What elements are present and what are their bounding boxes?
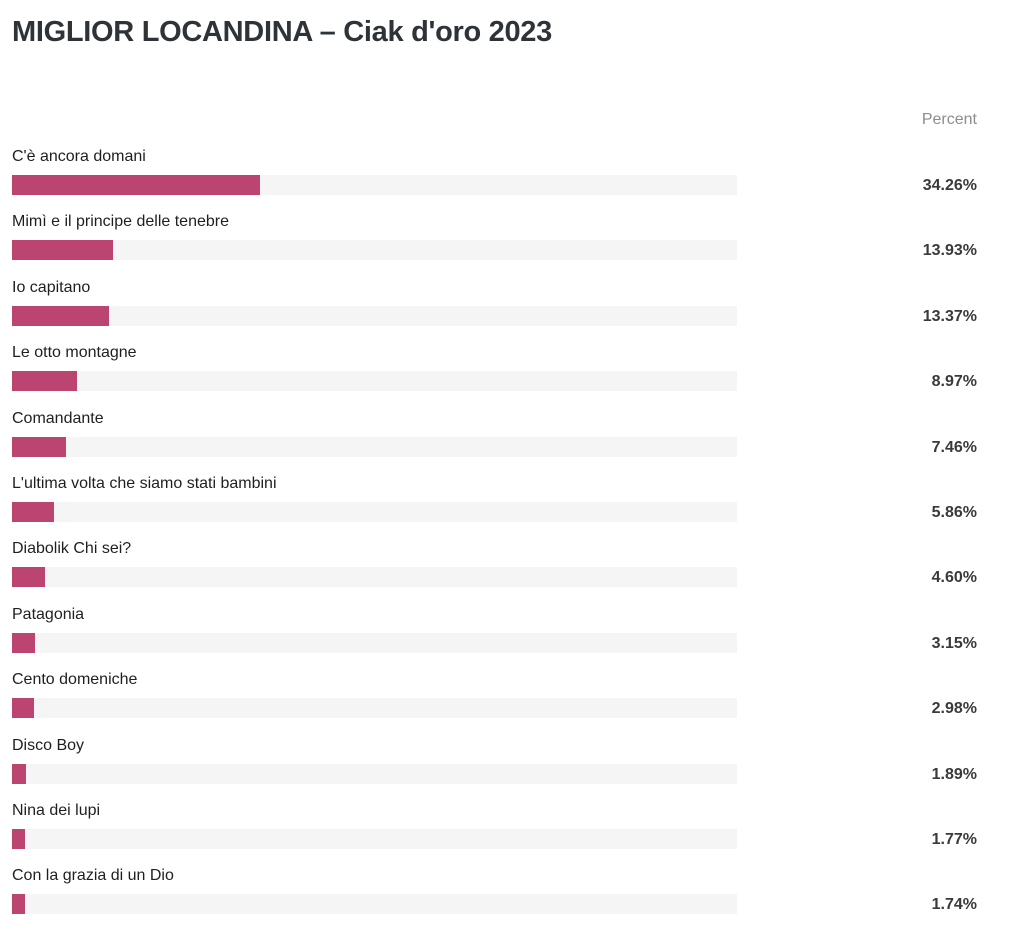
bar-row: Patagonia 3.15% (0, 606, 1024, 666)
bar-label: Con la grazia di un Dio (12, 867, 174, 885)
bar (12, 829, 25, 849)
bar (12, 371, 78, 392)
bar-row: Le otto montagne 8.97% (0, 344, 1024, 404)
bar-value-label: 4.60% (931, 569, 977, 587)
bar-value-label: 8.97% (931, 373, 977, 391)
bar (12, 436, 67, 457)
bar (12, 698, 34, 719)
bar-label: Mimì e il principe delle tenebre (12, 213, 229, 231)
bar-value-label: 34.26% (922, 177, 977, 194)
bar-label: Disco Boy (12, 736, 85, 754)
bar-label: Diabolik Chi sei? (12, 540, 132, 558)
bar-label: Nina dei lupi (12, 802, 101, 819)
bar-value-label: 3.15% (931, 634, 977, 652)
bar (12, 632, 35, 653)
bar-label: C'è ancora domani (12, 148, 146, 165)
bar-value-label: 5.86% (931, 504, 977, 521)
bar-track (12, 894, 737, 915)
bar-label: Patagonia (12, 605, 85, 623)
bar-row: Disco Boy 1.89% (0, 737, 1024, 797)
bar-value-label: 7.46% (931, 438, 977, 456)
bar (12, 894, 25, 915)
bar (12, 567, 46, 588)
bar-track (12, 632, 737, 653)
chart-title: MIGLIOR LOCANDINA – Ciak d'oro 2023 (12, 16, 552, 48)
bar-label: Le otto montagne (12, 344, 137, 362)
bar (12, 763, 26, 784)
bar-row: Con la grazia di un Dio 1.74% (0, 867, 1024, 927)
bar-track (12, 567, 737, 588)
bar (12, 175, 261, 195)
bar (12, 240, 113, 261)
bar (12, 305, 109, 326)
bar-label: L'ultima volta che siamo stati bambini (12, 475, 277, 492)
bar-track (12, 240, 737, 261)
bar-track (12, 829, 737, 849)
bar-track (12, 436, 737, 457)
bar-row: Diabolik Chi sei? 4.60% (0, 540, 1024, 600)
bar-row: C'è ancora domani 34.26% (0, 148, 1024, 208)
bar-track (12, 175, 737, 195)
value-column-header: Percent (921, 111, 977, 128)
bar-track (12, 371, 737, 392)
bar-row: Comandante 7.46% (0, 410, 1024, 470)
bar-value-label: 2.98% (931, 700, 977, 718)
bar-value-label: 13.93% (922, 242, 977, 260)
bar-row: Cento domeniche 2.98% (0, 671, 1024, 731)
bar-row: Nina dei lupi 1.77% (0, 802, 1024, 862)
bar-label: Io capitano (12, 278, 91, 296)
bar-track (12, 305, 737, 326)
bar-row: L'ultima volta che siamo stati bambini 5.… (0, 475, 1024, 535)
bar-track (12, 698, 737, 719)
bar-value-label: 1.74% (931, 896, 977, 914)
bar (12, 502, 55, 522)
bar-row: Io capitano 13.37% (0, 279, 1024, 339)
bar-label: Cento domeniche (12, 671, 138, 689)
bar-value-label: 1.89% (931, 765, 977, 783)
bar-track (12, 502, 737, 522)
bar-row: Mimì e il principe delle tenebre 13.93% (0, 213, 1024, 273)
bar-value-label: 13.37% (922, 307, 977, 325)
bar-track (12, 763, 737, 784)
bar-value-label: 1.77% (931, 831, 977, 848)
bar-label: Comandante (12, 409, 104, 427)
